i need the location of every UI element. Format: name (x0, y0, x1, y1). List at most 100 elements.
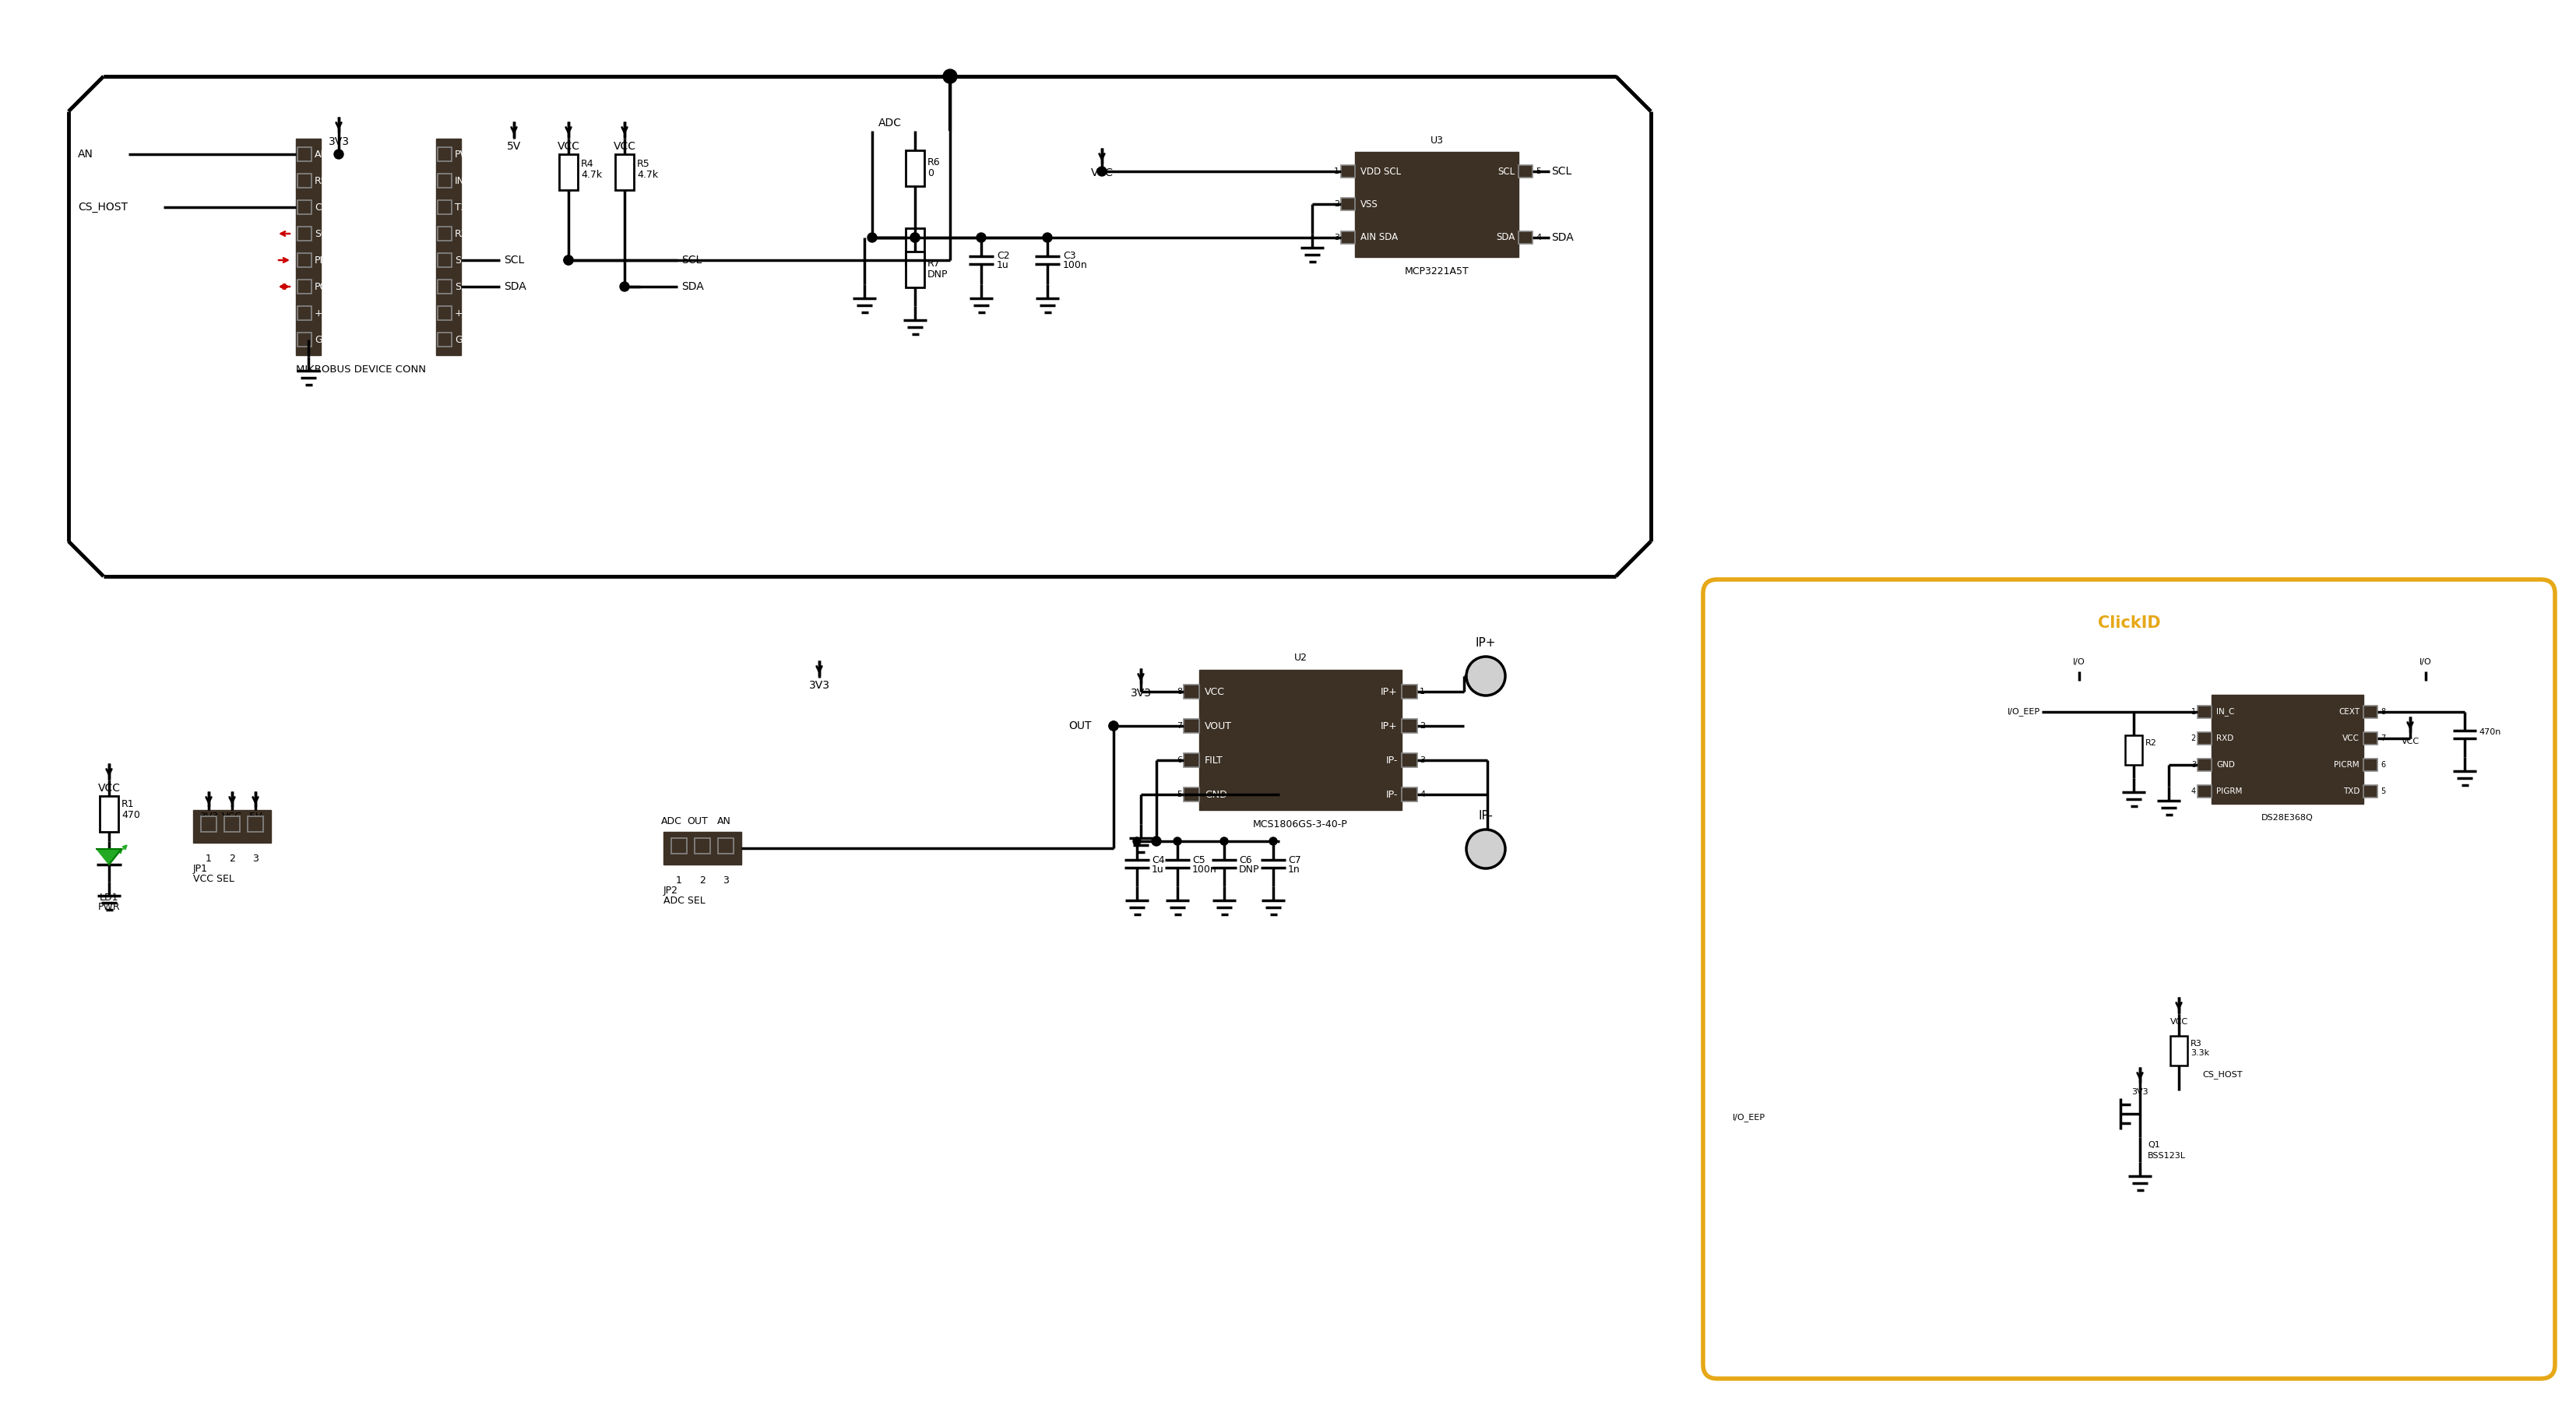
Text: 8: 8 (2380, 708, 2385, 716)
Text: 5V: 5V (507, 142, 520, 152)
Text: AN: AN (77, 149, 93, 160)
Circle shape (943, 69, 958, 84)
Text: ADC: ADC (878, 118, 902, 129)
Text: DNP: DNP (927, 269, 948, 279)
Text: 4.7k: 4.7k (636, 170, 657, 180)
Text: RXD: RXD (2215, 735, 2233, 742)
Bar (2362, 759, 2378, 772)
Bar (2197, 705, 2213, 718)
Text: U2: U2 (1293, 653, 1306, 663)
Text: 3V3: 3V3 (327, 136, 350, 147)
Bar (2362, 732, 2378, 745)
Text: I/O_EEP: I/O_EEP (2007, 708, 2040, 716)
Circle shape (1108, 721, 1118, 731)
Text: IP+: IP+ (1381, 687, 1399, 697)
Bar (907, 228, 925, 263)
Text: R1: R1 (121, 800, 134, 810)
Text: SCK: SCK (314, 228, 335, 239)
Text: FILT: FILT (1206, 755, 1224, 765)
Text: PWM: PWM (456, 149, 479, 159)
Text: 6: 6 (2380, 760, 2385, 769)
Text: DNP: DNP (1239, 864, 1260, 874)
Text: JP2: JP2 (665, 886, 677, 896)
Text: SCL: SCL (456, 255, 474, 265)
Text: 3V3: 3V3 (809, 680, 829, 691)
Text: SDA: SDA (1551, 232, 1574, 244)
Text: VCC: VCC (1206, 687, 1226, 697)
Text: 2: 2 (698, 875, 706, 885)
Bar (1182, 684, 1200, 698)
Text: VCC: VCC (2401, 738, 2419, 745)
Polygon shape (95, 850, 121, 865)
Text: GND: GND (1206, 789, 1226, 800)
Text: 2: 2 (2192, 735, 2195, 742)
Text: VCC: VCC (1090, 167, 1113, 178)
Bar (100, 796, 118, 831)
Bar (247, 816, 263, 831)
Text: 3V3: 3V3 (1131, 688, 1151, 698)
Text: INT: INT (456, 176, 471, 185)
Text: 1n: 1n (1288, 864, 1301, 874)
Text: 3V3: 3V3 (2130, 1087, 2148, 1096)
Text: 4: 4 (2192, 787, 2195, 796)
Bar (907, 252, 925, 287)
Bar (296, 227, 312, 241)
Text: VCC: VCC (98, 783, 121, 794)
Text: R5: R5 (636, 159, 649, 170)
Text: R6: R6 (927, 157, 940, 169)
Text: SDA: SDA (456, 282, 474, 292)
Bar (1517, 166, 1533, 177)
Bar (296, 333, 312, 347)
Bar (665, 831, 742, 865)
Text: +3.3V: +3.3V (314, 309, 345, 319)
Bar (1342, 198, 1355, 211)
Bar (193, 810, 270, 843)
Text: CS_HOST: CS_HOST (2202, 1070, 2241, 1079)
Bar (672, 838, 688, 854)
Text: SDA: SDA (683, 282, 703, 292)
Bar (2197, 759, 2213, 772)
Text: 4.7k: 4.7k (582, 170, 603, 180)
Text: IP+: IP+ (1476, 637, 1497, 649)
Bar (1182, 787, 1200, 801)
Text: GND: GND (456, 334, 477, 344)
Text: 8: 8 (1177, 688, 1182, 695)
Bar (296, 253, 312, 268)
Text: VCC: VCC (613, 142, 636, 152)
Text: AIN SDA: AIN SDA (1360, 232, 1399, 242)
Text: PWR: PWR (98, 902, 121, 912)
Text: 1: 1 (675, 875, 683, 885)
Text: 2: 2 (1334, 200, 1340, 208)
Text: 3: 3 (724, 875, 729, 885)
Text: PICRM: PICRM (2334, 760, 2360, 769)
Bar (616, 154, 634, 190)
Text: 5: 5 (1177, 790, 1182, 799)
Bar (1200, 670, 1401, 810)
Text: AN: AN (716, 816, 732, 826)
Text: 3: 3 (1334, 234, 1340, 242)
Text: 5: 5 (1535, 167, 1540, 176)
Text: 470: 470 (121, 810, 139, 820)
Text: R7: R7 (927, 259, 940, 269)
Bar (438, 227, 451, 241)
Text: MCP3221A5T: MCP3221A5T (1404, 266, 1468, 276)
Text: GND: GND (314, 334, 337, 344)
Bar (438, 147, 451, 161)
Circle shape (909, 232, 920, 242)
Bar (296, 279, 312, 293)
Bar (438, 253, 451, 268)
Text: 100n: 100n (1193, 864, 1216, 874)
Text: 470n: 470n (2478, 728, 2501, 736)
Text: 2: 2 (1419, 722, 1425, 729)
Text: JP1: JP1 (193, 864, 209, 874)
Text: C4: C4 (1151, 855, 1164, 865)
Text: SDA: SDA (505, 282, 526, 292)
Text: SCL: SCL (1497, 166, 1515, 177)
Bar (719, 838, 734, 854)
Text: C5: C5 (1193, 855, 1206, 865)
Text: C6: C6 (1239, 855, 1252, 865)
Bar (2213, 695, 2362, 804)
Bar (438, 306, 451, 320)
Text: IP-: IP- (1386, 789, 1399, 800)
Text: CS: CS (314, 202, 327, 212)
